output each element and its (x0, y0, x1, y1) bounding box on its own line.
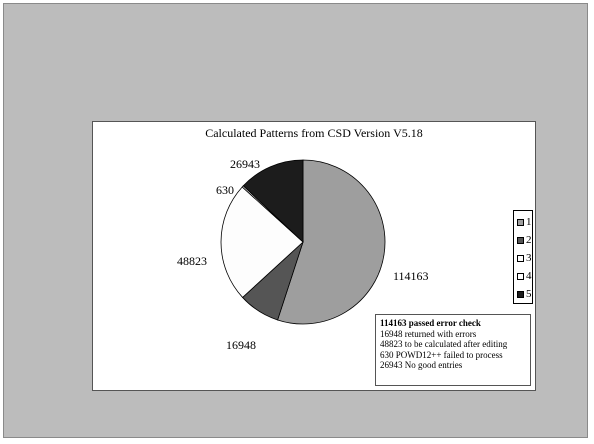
legend-item-1: 1 (517, 216, 532, 228)
legend-swatch-3 (517, 254, 524, 262)
pie-slice-1 (277, 159, 386, 325)
annotation-box: 114163 passed error check 16948 returned… (375, 314, 531, 386)
legend-item-3: 3 (517, 252, 532, 264)
annotation-line-2: 16948 returned with errors (380, 328, 477, 339)
legend-swatch-2 (517, 236, 524, 244)
pie-slice-3 (220, 186, 304, 299)
legend-label-1: 1 (526, 216, 532, 228)
legend-item-4: 4 (517, 270, 532, 282)
legend-swatch-1 (517, 218, 524, 226)
legend-item-5: 5 (517, 288, 532, 300)
legend-label-5: 5 (526, 288, 532, 300)
legend-label-3: 3 (526, 252, 532, 264)
data-label-4: 630 (216, 183, 234, 197)
pie-slice-5 (242, 159, 304, 243)
legend-label-2: 2 (526, 234, 532, 246)
data-label-1: 114163 (393, 269, 429, 283)
chart-area: Calculated Patterns from CSD Version V5.… (92, 121, 536, 391)
legend-swatch-4 (517, 272, 524, 280)
legend-swatch-5 (517, 290, 524, 298)
legend: 1 2 3 4 5 (513, 210, 533, 304)
data-label-5: 26943 (230, 157, 260, 171)
annotation-line-5: 26943 No good entries (380, 360, 463, 370)
annotation-line-4: 630 POWD12++ failed to process (380, 349, 503, 360)
pie-chart: 114163 16948 48823 630 26943 (177, 157, 429, 352)
annotation-line-3: 48823 to be calculated after editing (380, 339, 508, 349)
data-label-3: 48823 (177, 254, 207, 268)
legend-item-2: 2 (517, 234, 532, 246)
chart-title: Calculated Patterns from CSD Version V5.… (205, 126, 423, 140)
legend-label-4: 4 (526, 270, 532, 282)
slide-background: Calculated Patterns from CSD Version V5.… (3, 3, 588, 438)
data-label-2: 16948 (226, 338, 256, 352)
annotation-line-1: 114163 passed error check (380, 318, 481, 328)
